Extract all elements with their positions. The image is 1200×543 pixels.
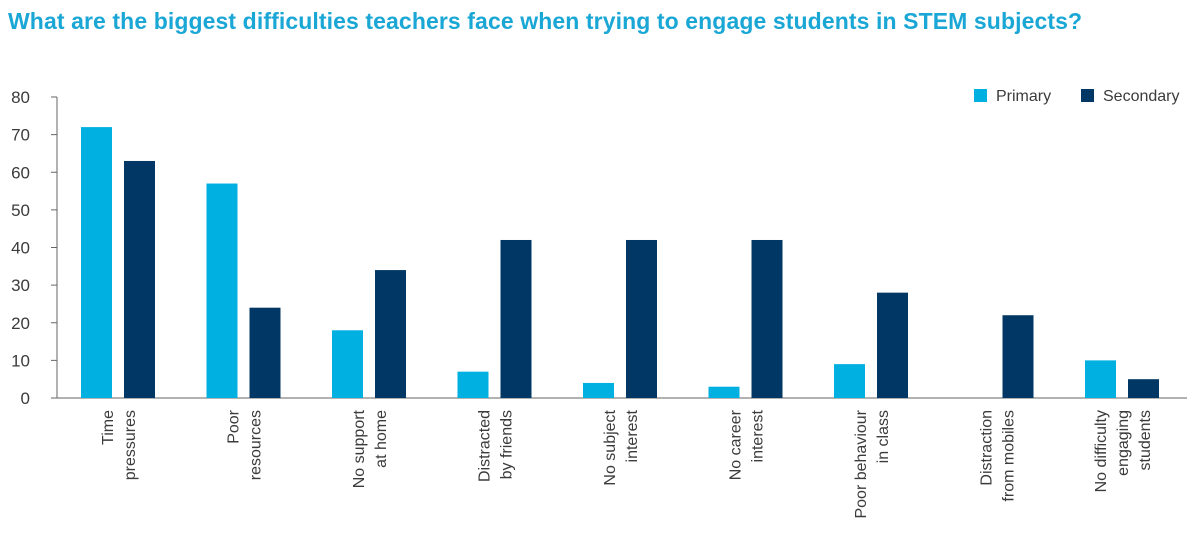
category-label: Time	[100, 410, 117, 445]
category-labels: Time pressures Poor resources No support at h…	[100, 409, 1154, 518]
category-label: interest	[750, 409, 767, 462]
category-label: by friends	[499, 410, 516, 479]
legend-label-secondary: Secondary	[1103, 88, 1180, 105]
category-label: Distraction	[979, 410, 996, 486]
bar-primary-1	[206, 183, 238, 398]
y-tick-label: 70	[11, 126, 30, 145]
category-label: No difficulty	[1093, 410, 1110, 492]
legend-swatch-secondary	[1081, 89, 1094, 102]
category-label: Distracted	[477, 410, 494, 482]
bar-secondary-4	[626, 239, 657, 398]
bar-primary-6	[834, 364, 865, 398]
legend: Primary Secondary	[974, 88, 1180, 105]
axes: 0 10 20 30 40 50 60 70 80	[11, 88, 1187, 408]
bar-secondary-2	[375, 270, 406, 398]
category-label: Poor	[226, 409, 243, 443]
bar-primary-0	[81, 127, 112, 398]
bar-secondary-6	[877, 292, 908, 398]
category-label: students	[1137, 410, 1154, 470]
category-label: resources	[248, 410, 265, 480]
category-label: No career	[728, 409, 745, 480]
bar-primary-5	[708, 386, 740, 398]
bar-primary-3	[457, 371, 489, 398]
bar-secondary-8	[1128, 379, 1159, 398]
y-tick-label: 10	[11, 351, 30, 370]
bar-primary-8	[1085, 360, 1116, 398]
bars	[81, 127, 1159, 398]
bar-secondary-5	[751, 239, 783, 398]
category-label: No support	[351, 409, 368, 488]
y-tick-label: 20	[11, 314, 30, 333]
y-tick-label: 80	[11, 88, 30, 107]
bar-secondary-3	[500, 239, 532, 398]
bar-secondary-7	[1002, 315, 1034, 398]
category-label: interest	[624, 409, 641, 462]
bar-secondary-1	[249, 307, 281, 398]
category-label: engaging	[1115, 410, 1132, 476]
category-label: at home	[373, 410, 390, 468]
y-tick-label: 30	[11, 276, 30, 295]
y-tick-label: 0	[21, 389, 30, 408]
legend-swatch-primary	[974, 89, 987, 102]
legend-label-primary: Primary	[996, 88, 1051, 105]
category-label: from mobiles	[1001, 410, 1018, 502]
category-label: pressures	[122, 410, 139, 480]
y-tick-label: 50	[11, 201, 30, 220]
chart-title: What are the biggest difficulties teache…	[8, 8, 1083, 34]
bar-primary-4	[583, 382, 614, 398]
bar-primary-2	[332, 330, 363, 398]
category-label: Poor behaviour	[853, 409, 870, 518]
category-label: in class	[875, 410, 892, 463]
category-label: No subject	[602, 409, 619, 485]
y-tick-label: 60	[11, 163, 30, 182]
y-tick-label: 40	[11, 239, 30, 258]
bar-secondary-0	[124, 160, 155, 398]
